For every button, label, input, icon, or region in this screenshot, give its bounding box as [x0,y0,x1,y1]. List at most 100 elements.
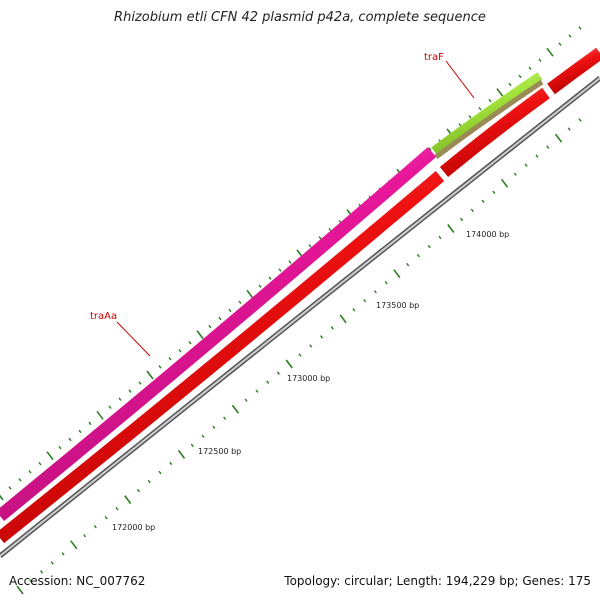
outer-tick [328,227,332,232]
inner-tick [276,371,280,375]
inner-tick [416,253,420,258]
inner-tick-marks [16,118,582,595]
traAa-leader-line [116,321,151,357]
gene-traF-shadow [434,79,544,160]
outer-tick [28,470,32,474]
inner-tick [40,570,44,574]
gene-traF[interactable] [431,72,543,155]
outer-tick [108,405,112,409]
outer-tick [428,147,432,151]
outer-tick [0,494,4,501]
tick-label-172000: 172000 bp [112,523,155,532]
inner-tick [330,326,334,330]
inner-tick [363,299,367,303]
inner-tick [136,488,140,493]
inner-tick [524,163,528,167]
inner-tick [177,449,186,459]
gene-label-traF: traF [424,52,444,63]
outer-tick [528,66,532,71]
outer-tick [238,300,242,305]
outer-tick [8,486,12,490]
outer-tick [518,74,522,79]
outer-tick [88,421,92,426]
inner-tick [83,534,87,538]
traF-leader-line [445,60,475,99]
tick-label-173500: 173500 bp [376,301,419,310]
outer-tick [78,429,82,434]
outer-tick [278,268,282,272]
inner-tick [406,262,410,267]
sequence-backbone-highlight [0,77,600,557]
outer-tick [578,26,582,30]
inner-tick [460,217,464,222]
inner-tick [50,561,54,565]
inner-tick [115,506,119,511]
outer-tick [458,123,462,127]
tick-label-173000: 173000 bp [287,374,330,383]
outer-tick [38,461,42,466]
inner-tick [373,290,377,294]
inner-tick [447,224,455,233]
outer-tick [128,389,132,393]
inner-tick [70,540,78,550]
outer-tick [158,365,162,369]
inner-tick [352,308,356,312]
outer-tick [196,330,204,340]
inner-tick [190,443,194,448]
inner-tick [481,199,485,204]
outer-tick [508,82,512,87]
tick-label-172500: 172500 bp [198,447,241,456]
outer-tick [96,410,104,420]
inner-tick [567,127,571,131]
outer-tick [468,115,472,119]
cds-lane-lower-3 [547,47,600,95]
outer-tick [188,340,192,345]
inner-tick [470,208,474,213]
outer-tick [308,244,312,248]
inner-tick [513,172,517,176]
inner-tick [231,404,240,414]
inner-tick [500,178,509,188]
inner-tick [535,154,539,158]
outer-tick [118,397,122,401]
inner-tick [104,515,108,520]
outer-tick [68,437,72,442]
outer-tick [268,276,272,280]
inner-tick [158,470,162,475]
outer-tick [18,478,22,482]
outer-tick [146,370,154,380]
outer-tick [478,106,482,111]
inner-tick [546,145,550,149]
inner-tick [320,335,324,339]
inner-tick [244,398,248,402]
outer-tick [288,260,292,264]
inner-tick [578,118,582,122]
outer-tick [546,47,554,57]
inner-tick [16,585,24,595]
inner-tick [147,479,151,484]
inner-tick [393,269,401,279]
outer-tick [208,324,212,329]
inner-tick [427,244,431,249]
inner-tick [554,133,563,143]
inner-tick [93,525,97,529]
outer-tick [246,289,254,299]
inner-tick [223,416,227,420]
inner-tick [339,314,347,324]
outer-tick [228,308,232,313]
outer-tick [538,58,542,63]
outer-tick [258,284,262,288]
gene-traAa[interactable] [0,147,437,522]
outer-tick [218,316,222,321]
inner-tick [124,495,132,505]
gene-label-traAa: traAa [90,311,117,322]
topology-summary-text: Topology: circular; Length: 194,229 bp; … [284,574,591,588]
cds-lane-lower-1 [0,171,445,544]
outer-tick [318,236,322,240]
cds-lane-lower-2 [439,87,550,178]
outer-tick [46,451,54,461]
inner-tick [438,235,442,240]
inner-tick [298,353,302,357]
inner-tick [169,461,173,466]
tick-label-174000: 174000 bp [466,230,509,239]
